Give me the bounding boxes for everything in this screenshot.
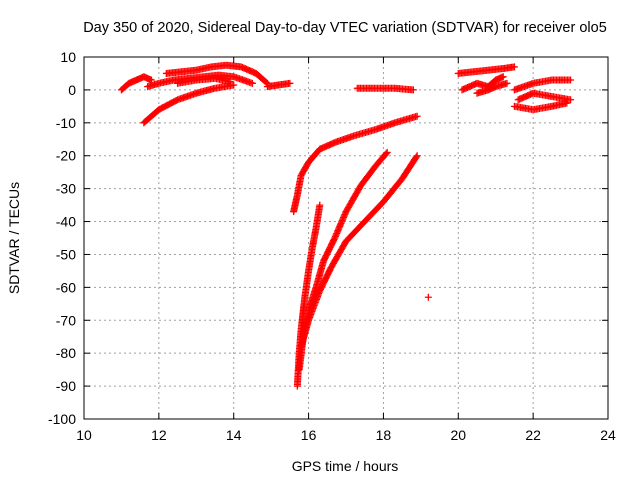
series-track-b xyxy=(140,81,238,127)
data-point xyxy=(210,85,218,93)
y-tick-label: -20 xyxy=(56,148,76,164)
series-track-d xyxy=(162,61,271,87)
data-point xyxy=(303,161,311,169)
series-track-a xyxy=(117,73,155,94)
y-tick-label: -70 xyxy=(56,312,76,328)
series-track-p xyxy=(510,76,575,94)
x-tick-label: 10 xyxy=(76,427,92,443)
data-point xyxy=(381,151,389,159)
plot-frame xyxy=(83,56,609,420)
y-tick-label: 0 xyxy=(68,82,76,98)
data-point xyxy=(411,154,419,162)
data-point xyxy=(340,240,348,248)
data-point xyxy=(224,77,232,85)
data-point xyxy=(565,96,573,104)
series-track-o xyxy=(473,79,511,97)
data-point xyxy=(153,108,161,116)
y-tick-label: -90 xyxy=(56,378,76,394)
series-track-q xyxy=(514,89,575,104)
series-track-l xyxy=(424,293,432,301)
data-point xyxy=(326,266,334,274)
y-tick-label: -100 xyxy=(48,411,76,427)
data-point xyxy=(247,79,255,87)
data-point xyxy=(355,184,363,192)
x-tick-label: 12 xyxy=(151,427,167,443)
data-point xyxy=(284,80,292,88)
data-point xyxy=(262,78,270,86)
data-point xyxy=(565,76,573,84)
y-axis-label: SDTVAR / TECUs xyxy=(6,182,22,294)
data-point xyxy=(382,150,390,158)
data-point xyxy=(261,77,269,85)
y-axis-ticks: 10 0 -10 -20 -30 -40 -50 -60 -70 -80 -90 -100 xyxy=(48,49,608,427)
data-point xyxy=(561,99,569,107)
series-track-h xyxy=(293,201,324,390)
data-point xyxy=(359,220,367,228)
data-point xyxy=(528,80,536,88)
x-axis-label: GPS time / hours xyxy=(292,458,399,474)
data-points xyxy=(117,61,575,390)
data-point xyxy=(424,293,432,301)
series-track-g xyxy=(290,112,421,216)
data-point xyxy=(316,203,324,211)
chart-title: Day 350 of 2020, Sidereal Day-to-day VTE… xyxy=(83,20,607,36)
data-point xyxy=(408,86,416,94)
y-tick-label: -60 xyxy=(56,279,76,295)
series-track-f xyxy=(263,79,294,91)
data-point xyxy=(171,97,179,105)
x-tick-label: 22 xyxy=(525,427,541,443)
x-axis-ticks: 10 12 14 16 18 20 22 24 xyxy=(76,57,616,443)
series-track-k xyxy=(353,84,417,94)
x-tick-label: 18 xyxy=(376,427,392,443)
series-track-r xyxy=(510,99,571,114)
y-tick-label: -40 xyxy=(56,214,76,230)
x-tick-label: 16 xyxy=(301,427,317,443)
data-point xyxy=(498,73,506,81)
series-track-j xyxy=(297,152,421,351)
data-point xyxy=(329,237,337,245)
y-tick-label: -30 xyxy=(56,181,76,197)
x-tick-label: 14 xyxy=(226,427,242,443)
y-tick-label: -80 xyxy=(56,345,76,361)
data-point xyxy=(377,200,385,208)
y-tick-label: -50 xyxy=(56,246,76,262)
data-point xyxy=(314,148,322,156)
data-point xyxy=(228,81,236,89)
x-tick-label: 24 xyxy=(600,427,616,443)
y-tick-label: 10 xyxy=(60,49,76,65)
data-point xyxy=(412,113,420,121)
data-point xyxy=(502,80,510,88)
y-tick-label: -10 xyxy=(56,115,76,131)
series-track-c xyxy=(144,71,256,91)
series-track-e xyxy=(174,74,234,87)
series-track-m xyxy=(454,63,518,77)
x-tick-label: 20 xyxy=(450,427,466,443)
data-point xyxy=(412,153,420,161)
data-point xyxy=(396,177,404,185)
data-point xyxy=(146,75,154,83)
data-point xyxy=(370,164,378,172)
data-point xyxy=(509,63,517,71)
grid-lines xyxy=(84,57,608,419)
series-track-n xyxy=(458,73,507,94)
